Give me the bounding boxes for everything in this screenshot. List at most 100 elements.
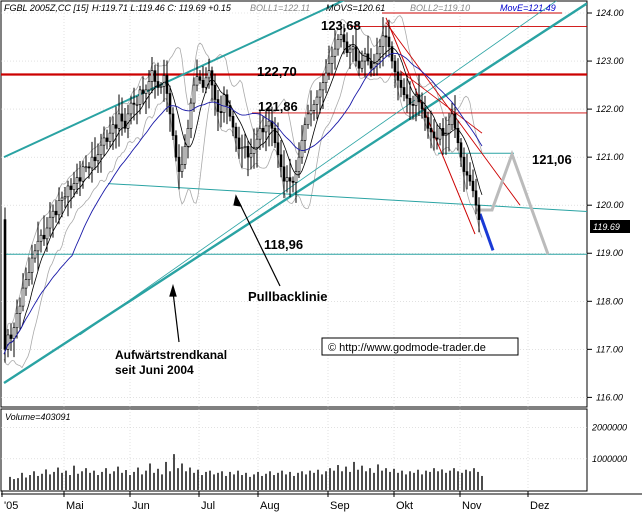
price-bar-body: [462, 156, 466, 172]
price-bar-body: [459, 142, 463, 158]
bollinger-upper: [3, 15, 483, 350]
volume-bar: [97, 475, 99, 490]
price-bar-body: [42, 234, 46, 240]
volume-bar: [57, 467, 59, 490]
volume-bar: [377, 464, 379, 490]
volume-bar: [165, 461, 167, 490]
price-bar-body: [240, 147, 244, 150]
volume-bar: [89, 472, 91, 490]
price-bar-body: [156, 81, 160, 88]
price-bar-body: [465, 171, 469, 176]
volume-bar: [385, 468, 387, 490]
price-bar-body: [288, 177, 292, 182]
price-bar-body: [183, 146, 187, 165]
price-grid: [1, 1, 592, 497]
x-tick-label: Sep: [330, 500, 350, 512]
price-bar-body: [45, 227, 49, 240]
price-tick-label: 116.00: [596, 392, 623, 402]
volume-bar: [241, 475, 243, 490]
price-bar-body: [198, 76, 202, 81]
volume-bar: [13, 479, 15, 490]
x-tick-label: Aug: [260, 500, 280, 512]
volume-bar: [353, 461, 355, 490]
volume-bar: [293, 475, 295, 490]
volume-bar: [481, 475, 483, 490]
price-bar-body: [162, 75, 166, 87]
price-bar-body: [15, 313, 19, 329]
downtrend-channel-mid: [399, 70, 483, 134]
price-bar-body: [399, 79, 403, 88]
price-bar-body: [432, 131, 436, 139]
last-price-box: [590, 220, 630, 233]
price-bar-body: [129, 102, 133, 115]
volume-bar: [433, 468, 435, 490]
volume-bar: [121, 472, 123, 490]
price-bar-body: [303, 124, 307, 141]
price-bar-body: [66, 185, 70, 198]
price-tick-label: 120.00: [596, 200, 624, 210]
price-bar-body: [276, 142, 280, 156]
volume-bar: [45, 469, 47, 490]
price-bar-body: [105, 137, 109, 142]
price-bar-body: [81, 166, 85, 182]
volume-bar: [217, 472, 219, 490]
pullback-arrow: [233, 194, 281, 287]
volume-bar: [297, 472, 299, 490]
volume-bar: [137, 467, 139, 490]
price-bar-body: [309, 110, 313, 115]
price-bar-body: [249, 153, 253, 158]
price-bar-body: [267, 120, 271, 127]
price-bar-body: [96, 154, 100, 162]
volume-bar: [313, 472, 315, 490]
price-bar-body: [378, 46, 382, 55]
price-bar-body: [72, 183, 76, 190]
trend-channel-inner: [79, 1, 557, 336]
price-bar-body: [435, 137, 439, 140]
price-bar-body: [369, 60, 373, 69]
price-bar-body: [333, 48, 337, 57]
price-bar-body: [360, 60, 364, 69]
price-bar-body: [90, 156, 94, 169]
volume-bar: [469, 471, 471, 490]
price-bar-body: [330, 55, 334, 64]
volume-bar: [301, 471, 303, 490]
moving-average-short: [3, 44, 483, 355]
price-bar-body: [237, 137, 241, 150]
volume-bar: [329, 468, 331, 490]
price-bar-body: [147, 81, 151, 91]
volume-bar: [77, 473, 79, 490]
volume-bar: [281, 470, 283, 490]
price-bar-body: [51, 210, 55, 218]
volume-bar: [309, 470, 311, 490]
volume-bar: [81, 471, 83, 490]
volume-bar: [401, 470, 403, 490]
price-bar-body: [282, 166, 286, 182]
price-bar-body: [177, 156, 181, 172]
price-bar-body: [141, 89, 145, 94]
moving-average-long: [3, 52, 483, 355]
projection-arrow: [478, 213, 495, 251]
volume-bar: [245, 472, 247, 490]
pullback-label: Pullbacklinie: [248, 289, 327, 304]
volume-bar: [405, 474, 407, 490]
price-bar-body: [99, 144, 103, 156]
volume-bar: [117, 466, 119, 490]
volume-bar: [389, 471, 391, 490]
price-bar-body: [474, 190, 478, 206]
volume-bar: [381, 470, 383, 490]
price-bar-body: [171, 113, 175, 136]
volume-bar: [209, 470, 211, 490]
price-bar-body: [477, 204, 481, 220]
price-bar-body: [300, 140, 304, 158]
price-bar-body: [228, 105, 232, 117]
volume-bar: [457, 471, 459, 490]
projection-path: [476, 149, 550, 255]
volume-bar: [21, 472, 23, 490]
volume-bar: [109, 473, 111, 490]
price-bar-body: [351, 46, 355, 50]
price-bar-body: [456, 128, 460, 144]
volume-bar: [169, 471, 171, 490]
volume-bar: [177, 468, 179, 490]
price-bar-body: [63, 196, 67, 199]
